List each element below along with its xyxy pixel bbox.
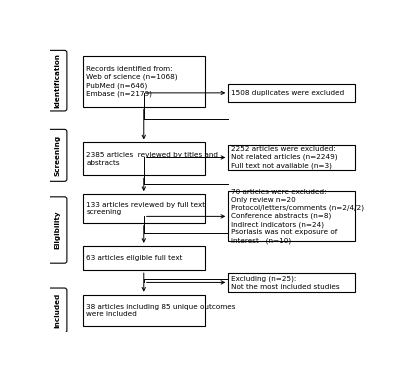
- FancyBboxPatch shape: [48, 197, 67, 263]
- FancyBboxPatch shape: [82, 246, 205, 270]
- Text: Eligibility: Eligibility: [54, 211, 60, 249]
- FancyBboxPatch shape: [228, 191, 355, 241]
- Text: 38 articles including 85 unique outcomes
were included: 38 articles including 85 unique outcomes…: [86, 304, 236, 317]
- FancyBboxPatch shape: [82, 295, 205, 326]
- Text: 133 articles reviewed by full text
screening: 133 articles reviewed by full text scree…: [86, 201, 205, 215]
- Text: 2385 articles  reviewed by titles and
abstracts: 2385 articles reviewed by titles and abs…: [86, 152, 218, 166]
- Text: Records identified from:
Web of science (n=1068)
PubMed (n=646)
Embase (n=2179): Records identified from: Web of science …: [86, 66, 178, 97]
- Text: 2252 articles were excluded:
Not related articles (n=2249)
Full text not availab: 2252 articles were excluded: Not related…: [231, 146, 338, 169]
- Text: Excluding (n=25):
Not the most included studies: Excluding (n=25): Not the most included …: [231, 275, 340, 289]
- Text: 1508 duplicates were excluded: 1508 duplicates were excluded: [231, 90, 345, 96]
- Text: Screening: Screening: [54, 135, 60, 176]
- FancyBboxPatch shape: [82, 142, 205, 175]
- Text: Included: Included: [54, 293, 60, 328]
- FancyBboxPatch shape: [228, 145, 355, 170]
- FancyBboxPatch shape: [82, 56, 205, 107]
- FancyBboxPatch shape: [228, 273, 355, 292]
- FancyBboxPatch shape: [48, 50, 67, 111]
- FancyBboxPatch shape: [228, 84, 355, 102]
- FancyBboxPatch shape: [48, 129, 67, 181]
- Text: Identification: Identification: [54, 53, 60, 108]
- Text: 70 articles were excluded:
Only review n=20
Protocol/letters/comments (n=2/4/2)
: 70 articles were excluded: Only review n…: [231, 189, 364, 244]
- Text: 63 articles eligible full text: 63 articles eligible full text: [86, 255, 183, 261]
- FancyBboxPatch shape: [48, 288, 67, 333]
- FancyBboxPatch shape: [82, 194, 205, 223]
